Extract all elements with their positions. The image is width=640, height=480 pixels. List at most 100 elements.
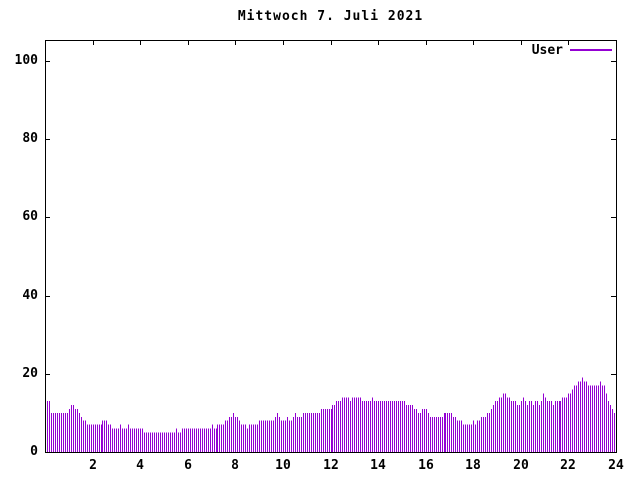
impulse-bar: [368, 401, 369, 452]
x-tick-label: 18: [465, 458, 481, 473]
x-tick-label: 14: [370, 458, 386, 473]
impulse-bar: [372, 397, 373, 452]
impulse-bar: [382, 401, 383, 452]
impulse-bar: [198, 428, 199, 452]
impulse-bar: [186, 428, 187, 452]
impulse-bar: [515, 401, 516, 452]
impulse-bar: [471, 424, 472, 452]
impulse-bar: [309, 412, 310, 452]
impulse-bar: [162, 432, 163, 452]
impulse-bar: [89, 424, 90, 452]
impulse-bar: [110, 424, 111, 452]
impulse-bar: [196, 428, 197, 452]
impulse-bar: [457, 420, 458, 452]
impulse-bar: [221, 424, 222, 452]
impulse-bar: [184, 428, 185, 452]
impulse-bar: [489, 412, 490, 452]
impulse-bar: [71, 405, 72, 452]
impulse-bar: [223, 424, 224, 452]
impulse-bar: [459, 420, 460, 452]
impulse-bar: [594, 385, 595, 452]
impulse-bar: [424, 408, 425, 452]
impulse-bar: [275, 416, 276, 452]
impulse-bar: [144, 432, 145, 452]
impulse-bar: [194, 428, 195, 452]
impulse-bar: [430, 416, 431, 452]
impulse-bar: [140, 428, 141, 452]
impulse-bar: [91, 424, 92, 452]
impulse-bar: [47, 401, 48, 452]
impulse-bar: [600, 381, 601, 452]
impulse-bar: [251, 424, 252, 452]
impulse-bar: [473, 420, 474, 452]
impulse-bar: [206, 428, 207, 452]
impulse-bar: [263, 420, 264, 452]
impulse-bar: [400, 401, 401, 452]
impulse-bar: [604, 385, 605, 452]
impulse-bar: [340, 401, 341, 452]
impulse-bar: [505, 393, 506, 452]
impulse-bar: [487, 412, 488, 452]
impulse-bar: [101, 424, 102, 452]
impulse-bar: [192, 428, 193, 452]
impulse-bar: [182, 428, 183, 452]
impulse-bar: [245, 424, 246, 452]
impulse-bar: [319, 412, 320, 452]
impulse-bar: [529, 401, 530, 452]
impulse-bar: [394, 401, 395, 452]
impulse-bar: [214, 428, 215, 452]
impulse-bar: [104, 420, 105, 452]
impulse-bar: [586, 381, 587, 452]
impulse-bar: [509, 397, 510, 452]
impulse-bar: [557, 401, 558, 452]
impulse-bar: [442, 416, 443, 452]
impulse-bar: [51, 412, 52, 452]
impulse-bar: [93, 424, 94, 452]
impulse-bar: [438, 416, 439, 452]
impulse-bar: [285, 420, 286, 452]
impulse-bar: [130, 428, 131, 452]
impulse-bar: [114, 428, 115, 452]
impulse-bar: [277, 412, 278, 452]
user-bars: [47, 377, 617, 452]
impulse-bar: [75, 408, 76, 452]
impulse-bar: [386, 401, 387, 452]
impulse-bar: [247, 428, 248, 452]
impulse-bar: [156, 432, 157, 452]
impulse-bar: [568, 393, 569, 452]
impulse-bar: [590, 385, 591, 452]
impulse-bar: [555, 401, 556, 452]
impulse-bar: [406, 405, 407, 452]
impulse-bar: [237, 416, 238, 452]
impulse-bar: [350, 401, 351, 452]
impulse-bar: [493, 405, 494, 452]
impulse-bar: [208, 428, 209, 452]
impulse-bar: [434, 416, 435, 452]
legend-label-user: User: [531, 42, 563, 58]
impulse-bar: [541, 401, 542, 452]
impulse-bar: [295, 412, 296, 452]
impulse-bar: [545, 397, 546, 452]
impulse-bar: [176, 428, 177, 452]
impulse-bar: [134, 428, 135, 452]
impulse-bar: [291, 420, 292, 452]
impulse-bar: [61, 412, 62, 452]
impulse-bar: [445, 412, 446, 452]
impulse-bar: [576, 385, 577, 452]
impulse-bar: [87, 424, 88, 452]
impulse-bar: [426, 408, 427, 452]
impulse-bar: [402, 401, 403, 452]
impulse-bar: [154, 432, 155, 452]
impulse-bar: [420, 412, 421, 452]
impulse-bar: [606, 393, 607, 452]
impulse-bar: [376, 401, 377, 452]
impulse-bar: [120, 424, 121, 452]
impulse-bar: [513, 401, 514, 452]
impulse-bar: [517, 405, 518, 452]
impulse-bar: [499, 397, 500, 452]
impulse-bar: [461, 420, 462, 452]
impulse-bar: [497, 401, 498, 452]
impulse-bar: [102, 420, 103, 452]
impulse-bar: [475, 424, 476, 452]
impulse-bar: [126, 428, 127, 452]
